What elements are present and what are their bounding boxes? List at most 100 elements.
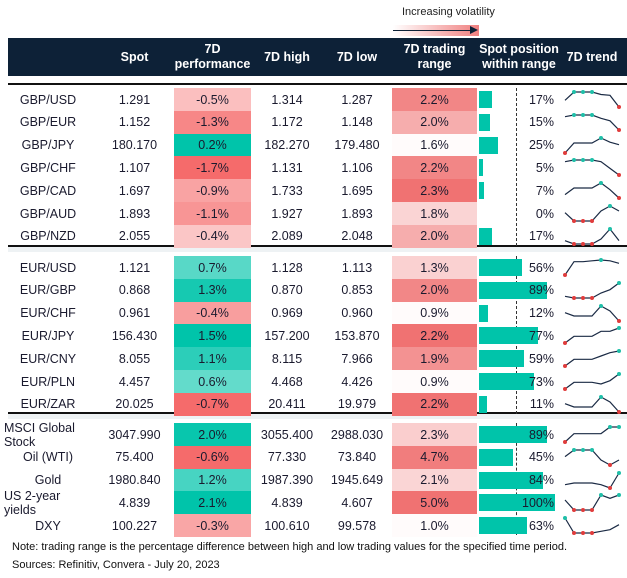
volatility-legend-label: Increasing volatility — [402, 6, 495, 18]
trend-line — [564, 304, 620, 321]
trend-sparkline — [564, 181, 621, 201]
trend-low-marker — [617, 105, 621, 109]
trend-low-marker — [581, 531, 585, 536]
position-bar — [479, 373, 535, 390]
position-bar — [479, 281, 547, 299]
trend-low-marker — [581, 241, 585, 246]
trend-low-marker — [572, 241, 576, 246]
spot-value: 156.430 — [111, 328, 158, 343]
arrow-right-icon — [393, 26, 478, 34]
trend-line — [564, 91, 620, 108]
trend-sparkline — [564, 493, 621, 513]
position-value: 89% — [528, 283, 554, 298]
low-value: 2988.030 — [330, 427, 384, 442]
trend-line — [564, 182, 620, 199]
position-bar — [479, 136, 498, 154]
trend-low-marker — [590, 531, 594, 536]
position-bar — [479, 494, 555, 512]
low-value: 1.287 — [341, 92, 373, 107]
trend-high-marker — [599, 258, 603, 262]
position-value: 89% — [528, 427, 554, 442]
range-cell: 2.2% — [392, 156, 477, 180]
high-value: 1.927 — [271, 206, 303, 221]
instrument-name: GBP/EUR — [19, 115, 77, 130]
table-row: EUR/CHF 0.961 -0.4% 0.969 0.960 0.9% 12% — [0, 301, 627, 325]
performance-cell: -1.7% — [174, 156, 251, 180]
position-value: 73% — [528, 374, 554, 389]
table-row: GBP/AUD 1.893 -1.1% 1.927 1.893 1.8% 0% — [0, 202, 627, 225]
table-row: EUR/USD 1.121 0.7% 1.128 1.113 1.3% 56% — [0, 256, 627, 279]
table-row: MSCI Global Stock 3047.990 2.0% 3055.400 298… — [0, 421, 627, 449]
trend-sparkline — [563, 326, 621, 346]
spot-value: 8.055 — [118, 351, 151, 366]
volatility-legend: Increasing volatility — [380, 4, 500, 40]
low-value: 179.480 — [334, 138, 380, 153]
trend-high-marker — [599, 493, 603, 498]
row-separator — [8, 412, 627, 414]
spot-value: 0.868 — [118, 283, 151, 298]
trend-high-marker — [572, 90, 576, 94]
trend-low-marker — [563, 364, 567, 369]
range-cell: 5.0% — [392, 491, 477, 515]
range-cell: 2.0% — [392, 110, 477, 134]
trend-sparkline — [564, 158, 621, 178]
range-cell: 2.2% — [392, 324, 477, 348]
trend-sparkline — [564, 112, 621, 132]
footer-note: Note: trading range is the percentage di… — [12, 541, 568, 553]
range-cell: 0.9% — [392, 301, 477, 325]
trend-line — [564, 472, 620, 489]
high-value: 1.128 — [271, 260, 303, 275]
position-value: 63% — [528, 518, 554, 533]
table-row: GBP/JPY 180.170 0.2% 182.270 179.480 1.6% 25% — [0, 133, 627, 157]
performance-cell: -0.6% — [174, 445, 251, 469]
trend-high-marker — [572, 158, 576, 163]
header-range: 7D trading range — [392, 38, 477, 76]
trend-high-marker — [617, 425, 621, 429]
performance-cell: -0.3% — [174, 514, 251, 538]
midpoint-line — [516, 88, 517, 246]
trend-line — [564, 227, 620, 245]
trend-high-marker — [599, 135, 603, 140]
performance-cell: -1.3% — [174, 110, 251, 134]
header-trend: 7D trend — [566, 49, 618, 64]
instrument-name: GBP/NZD — [20, 229, 76, 244]
table-row: EUR/JPY 156.430 1.5% 157.200 153.870 2.2% 77% — [0, 324, 627, 348]
spot-value: 4.457 — [118, 374, 151, 389]
position-bar — [479, 159, 483, 177]
trend-low-marker — [617, 196, 621, 201]
instrument-name: EUR/JPY — [21, 328, 75, 343]
trend-low-marker — [581, 295, 585, 300]
low-value: 7.966 — [341, 351, 373, 366]
instrument-name: GBP/CHF — [20, 160, 76, 175]
header-perf-line2: performance — [174, 57, 251, 71]
trend-high-marker — [599, 303, 603, 308]
spot-value: 1980.840 — [108, 473, 161, 488]
table-row: GBP/CHF 1.107 -1.7% 1.131 1.106 2.2% 5% — [0, 156, 627, 180]
high-value: 20.411 — [268, 397, 306, 412]
spot-value: 1.697 — [118, 183, 151, 198]
range-cell: 2.2% — [392, 392, 477, 416]
table-row: GBP/EUR 1.152 -1.3% 1.172 1.148 2.0% 15% — [0, 110, 627, 134]
footer-sources: Sources: Refinitiv, Convera - July 20, 2… — [12, 559, 220, 571]
trend-low-marker — [608, 485, 612, 490]
spot-value: 4.839 — [118, 495, 151, 510]
position-bar — [479, 327, 538, 345]
spot-value: 2.055 — [118, 229, 151, 244]
trend-high-marker — [572, 447, 576, 452]
position-value: 56% — [528, 260, 554, 275]
trend-sparkline — [564, 447, 620, 467]
trend-low-marker — [563, 150, 567, 155]
trend-line — [564, 282, 620, 299]
trend-sparkline — [564, 90, 621, 109]
spot-value: 75.400 — [115, 450, 154, 465]
table-row: EUR/CNY 8.055 1.1% 8.115 7.966 1.9% 59% — [0, 347, 627, 371]
high-value: 0.969 — [271, 306, 303, 321]
table-row: GBP/USD 1.291 -0.5% 1.314 1.287 2.2% 17% — [0, 88, 627, 111]
table-row: Gold 1980.840 1.2% 1987.390 1945.649 2.1% 84% — [0, 468, 627, 492]
header-pos-line1: Spot position — [479, 42, 559, 56]
trend-line — [564, 517, 620, 534]
trend-low-marker — [581, 508, 585, 513]
performance-cell: 0.7% — [174, 256, 251, 279]
trend-high-marker — [617, 470, 621, 475]
spot-value: 100.227 — [111, 518, 158, 533]
